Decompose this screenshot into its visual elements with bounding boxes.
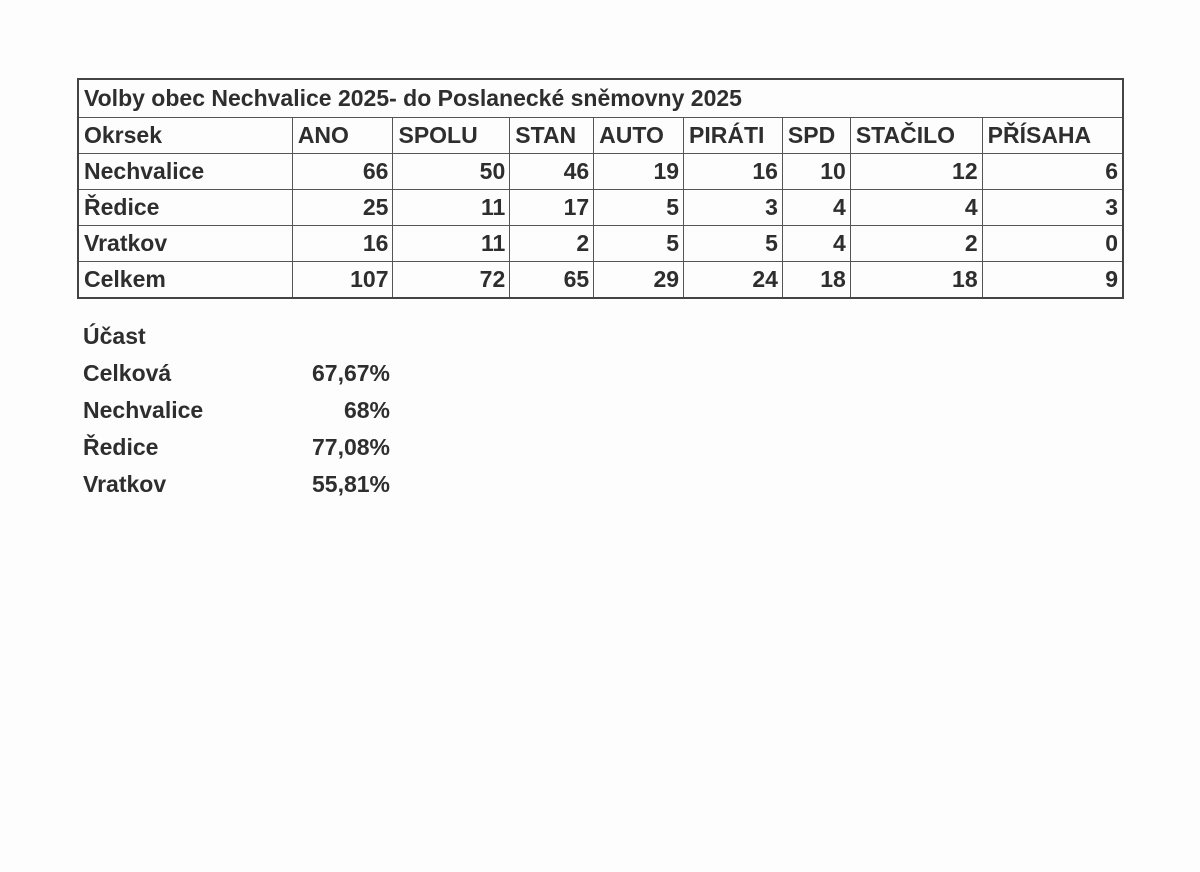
vote-count-cell: 18 — [849, 261, 983, 299]
vote-count-cell: 4 — [849, 189, 983, 226]
column-header: Okrsek — [77, 117, 293, 154]
turnout-row: Vratkov 55,81% — [83, 466, 390, 503]
vote-count-cell: 10 — [781, 153, 851, 190]
turnout-label: Vratkov — [83, 471, 167, 497]
row-label: Ředice — [77, 189, 293, 226]
turnout-row: Celková 67,67% — [83, 355, 390, 392]
vote-count-cell: 5 — [593, 189, 685, 226]
vote-count-cell: 3 — [683, 189, 783, 226]
column-header: STAN — [509, 117, 595, 154]
row-label: Celkem — [77, 261, 293, 299]
vote-count-cell: 16 — [683, 153, 783, 190]
column-header: AUTO — [593, 117, 685, 154]
turnout-value: 68% — [343, 397, 390, 423]
row-label: Vratkov — [77, 225, 293, 262]
vote-count-cell: 19 — [593, 153, 685, 190]
turnout-heading: Účast — [83, 323, 146, 349]
turnout-row: Ředice 77,08% — [83, 429, 390, 466]
turnout-section: Účast Celková 67,67% Nechvalice 68% Ředice 77… — [83, 318, 390, 503]
vote-count-cell: 18 — [781, 261, 851, 299]
vote-count-cell: 17 — [509, 189, 595, 226]
column-header: PŘÍSAHA — [981, 117, 1124, 154]
turnout-value: 67,67% — [311, 360, 390, 386]
header-row: Okrsek ANO SPOLU STAN AUTO PIRÁTI SPD STAČILO PŘ… — [77, 117, 1124, 154]
column-header: SPOLU — [392, 117, 511, 154]
table-title: Volby obec Nechvalice 2025- do Poslaneck… — [77, 78, 1124, 118]
turnout-row: Nechvalice 68% — [83, 392, 390, 429]
vote-count-cell: 29 — [593, 261, 685, 299]
table-row: Vratkov 16 11 2 5 5 4 2 0 — [77, 225, 1124, 262]
vote-count-cell: 25 — [291, 189, 394, 226]
turnout-value: 55,81% — [311, 471, 390, 497]
column-header: PIRÁTI — [683, 117, 783, 154]
turnout-label: Celková — [83, 360, 172, 386]
column-header: ANO — [291, 117, 394, 154]
vote-count-cell: 4 — [781, 189, 851, 226]
row-label: Nechvalice — [77, 153, 293, 190]
vote-count-cell: 72 — [392, 261, 511, 299]
vote-count-cell: 5 — [683, 225, 783, 262]
vote-count-cell: 5 — [593, 225, 685, 262]
column-header: STAČILO — [849, 117, 983, 154]
vote-count-cell: 66 — [291, 153, 394, 190]
election-results-table: Volby obec Nechvalice 2025- do Poslaneck… — [77, 78, 1124, 299]
vote-count-cell: 12 — [849, 153, 983, 190]
table-row: Ředice 25 11 17 5 3 4 4 3 — [77, 189, 1124, 226]
vote-count-cell: 9 — [981, 261, 1124, 299]
vote-count-cell: 65 — [509, 261, 595, 299]
column-header: SPD — [781, 117, 851, 154]
vote-count-cell: 11 — [392, 189, 511, 226]
vote-count-cell: 4 — [781, 225, 851, 262]
vote-count-cell: 0 — [981, 225, 1124, 262]
vote-count-cell: 2 — [849, 225, 983, 262]
vote-count-cell: 11 — [392, 225, 511, 262]
table-row: Nechvalice 66 50 46 19 16 10 12 6 — [77, 153, 1124, 190]
vote-count-cell: 50 — [392, 153, 511, 190]
vote-count-cell: 24 — [683, 261, 783, 299]
table-title-row: Volby obec Nechvalice 2025- do Poslaneck… — [77, 78, 1124, 118]
vote-count-cell: 107 — [291, 261, 394, 299]
vote-count-cell: 2 — [509, 225, 595, 262]
vote-count-cell: 16 — [291, 225, 394, 262]
table-row: Celkem 107 72 65 29 24 18 18 9 — [77, 261, 1124, 299]
turnout-label: Ředice — [83, 434, 159, 460]
vote-count-cell: 46 — [509, 153, 595, 190]
vote-count-cell: 6 — [981, 153, 1124, 190]
turnout-value: 77,08% — [311, 434, 390, 460]
turnout-label: Nechvalice — [83, 397, 204, 423]
vote-count-cell: 3 — [981, 189, 1124, 226]
